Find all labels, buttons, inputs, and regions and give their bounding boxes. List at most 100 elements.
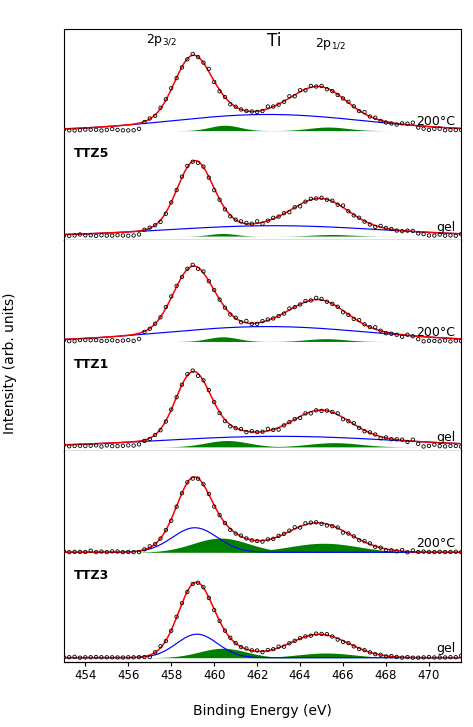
Point	[425, 440, 433, 451]
Point	[65, 230, 73, 241]
Point	[184, 54, 191, 65]
Point	[243, 533, 250, 545]
Point	[151, 429, 159, 441]
Point	[243, 643, 250, 654]
Point	[200, 265, 207, 277]
Point	[430, 335, 438, 347]
Point	[243, 105, 250, 116]
Point	[124, 334, 132, 346]
Point	[194, 370, 202, 382]
Point	[140, 651, 148, 663]
Point	[403, 225, 411, 236]
Point	[291, 521, 298, 533]
Point	[173, 184, 180, 196]
Point	[194, 157, 202, 169]
Point	[361, 318, 368, 330]
Point	[167, 625, 175, 637]
Point	[436, 335, 444, 347]
Point	[135, 651, 143, 663]
Point	[124, 651, 132, 663]
Point	[447, 230, 454, 241]
Point	[130, 651, 138, 663]
Point	[403, 436, 411, 448]
Point	[286, 90, 293, 102]
Point	[280, 419, 288, 431]
Point	[355, 105, 363, 117]
Point	[221, 624, 229, 636]
Point	[184, 263, 191, 275]
Point	[146, 323, 154, 334]
Point	[259, 316, 266, 327]
Point	[167, 196, 175, 208]
Point	[377, 649, 385, 661]
Point	[452, 335, 460, 347]
Point	[398, 652, 406, 664]
Point	[157, 533, 164, 545]
Point	[189, 473, 196, 484]
Point	[302, 196, 309, 207]
Point	[210, 76, 218, 88]
Point	[393, 119, 401, 130]
Point	[114, 230, 122, 241]
Point	[162, 635, 170, 647]
Point	[81, 546, 89, 558]
Point	[313, 292, 320, 304]
Point	[296, 201, 304, 212]
Point	[318, 293, 325, 305]
Point	[350, 100, 358, 112]
Point	[361, 425, 368, 437]
Point	[81, 334, 89, 346]
Point	[403, 118, 411, 129]
Text: TTZ5: TTZ5	[74, 147, 109, 160]
Point	[151, 646, 159, 658]
Point	[254, 426, 261, 438]
Point	[361, 106, 368, 118]
Point	[194, 263, 202, 275]
Point	[329, 406, 336, 418]
Point	[280, 308, 288, 319]
Text: Intensity (arb. units): Intensity (arb. units)	[3, 293, 18, 434]
Point	[270, 212, 277, 224]
Point	[264, 215, 272, 227]
Point	[436, 441, 444, 452]
Point	[65, 441, 73, 452]
Point	[286, 302, 293, 314]
Point	[393, 329, 401, 340]
Point	[162, 416, 170, 427]
Point	[355, 422, 363, 434]
Point	[275, 424, 282, 435]
Point	[81, 230, 89, 241]
Point	[307, 193, 315, 204]
Point	[323, 84, 331, 95]
Point	[227, 421, 234, 433]
Point	[329, 298, 336, 310]
Point	[157, 216, 164, 228]
Point	[221, 302, 229, 313]
Point	[205, 276, 212, 287]
Point	[135, 228, 143, 240]
Point	[87, 651, 95, 663]
Point	[264, 534, 272, 545]
Point	[243, 217, 250, 229]
Point	[350, 531, 358, 542]
Point	[398, 225, 406, 237]
Point	[173, 611, 180, 622]
Point	[216, 615, 223, 627]
Point	[248, 534, 255, 546]
Point	[124, 230, 132, 241]
Point	[457, 228, 465, 240]
Point	[318, 628, 325, 640]
Point	[398, 331, 406, 342]
Point	[420, 441, 428, 452]
Point	[334, 89, 342, 101]
Point	[92, 124, 100, 136]
Point	[313, 193, 320, 204]
Point	[103, 335, 111, 347]
Point	[452, 651, 460, 663]
Point	[280, 641, 288, 653]
Point	[425, 546, 433, 558]
Point	[409, 117, 417, 129]
Point	[366, 537, 374, 549]
Point	[254, 318, 261, 329]
Point	[264, 423, 272, 435]
